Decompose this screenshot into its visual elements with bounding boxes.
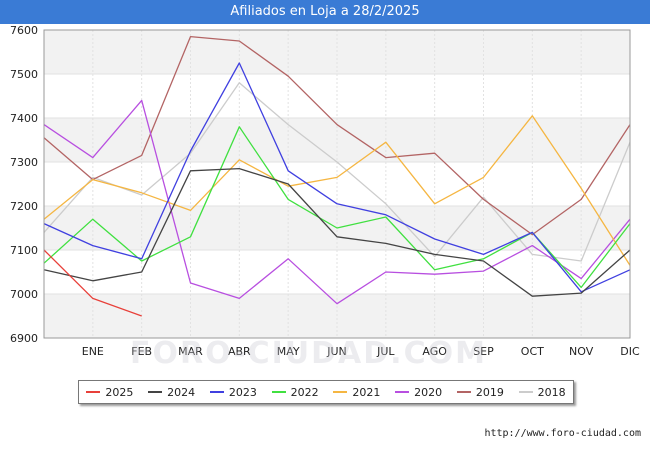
y-tick-label: 6900 [10, 332, 38, 345]
y-tick-label: 7200 [10, 200, 38, 213]
legend-swatch [395, 391, 410, 393]
x-tick-label: ENE [82, 345, 104, 358]
y-tick-label: 7400 [10, 112, 38, 125]
legend-swatch [518, 391, 533, 393]
source-url: http://www.foro-ciudad.com [484, 428, 641, 439]
x-tick-label: JUL [376, 345, 395, 358]
x-tick-label: DIC [620, 345, 640, 358]
y-tick-label: 7600 [10, 24, 38, 37]
x-tick-label: NOV [569, 345, 594, 358]
x-tick-label: MAR [178, 345, 203, 358]
x-axis-tick-labels: ENE FEB MAR ABR MAY JUN JUL AGO SEP OCT NOV DIC [82, 345, 640, 358]
legend-swatch [86, 391, 101, 393]
series-line-2024 [43, 167, 631, 297]
legend-swatch [456, 391, 471, 393]
legend-swatch [209, 391, 224, 393]
legend-item-2020: 2020 [395, 386, 442, 399]
chart-title: Afiliados en Loja a 28/2/2025 [0, 0, 650, 24]
series-line-2021 [43, 115, 631, 266]
legend-item-2019: 2019 [456, 385, 504, 399]
series-line-2023 [43, 62, 631, 293]
legend-label: 2018 [537, 385, 566, 399]
legend-item-2025: 2025 [86, 386, 133, 399]
legend-label: 2019 [475, 385, 504, 399]
x-tick-label: SEP [473, 345, 494, 358]
y-tick-label: 7100 [10, 244, 38, 257]
legend-label: 2022 [290, 385, 319, 399]
series-line-2020 [43, 99, 631, 305]
watermark: FORO-CIUDAD.COM [130, 336, 487, 371]
x-tick-label: OCT [521, 345, 544, 358]
y-tick-label: 7500 [10, 68, 38, 81]
plot-frame [43, 29, 631, 339]
legend-label: 2025 [105, 385, 134, 399]
x-tick-label: FEB [131, 345, 152, 358]
legend-label: 2021 [352, 385, 381, 399]
legend-label: 2024 [167, 385, 196, 399]
legend-label: 2023 [228, 385, 257, 399]
legend-item-2024: 2024 [148, 386, 195, 399]
x-tick-label: MAY [277, 345, 300, 358]
legend-swatch [148, 391, 163, 393]
series-line-2019 [43, 35, 631, 236]
legend-item-2022: 2022 [271, 385, 319, 399]
x-tick-label: AGO [422, 345, 447, 358]
series-line-2025 [43, 249, 142, 317]
legend-swatch [271, 391, 286, 393]
legend-item-2018: 2018 [518, 385, 566, 399]
series-line-2018 [43, 82, 631, 262]
legend: 2025 2024 2023 2022 2021 2020 2019 2018 [78, 380, 574, 404]
y-tick-label: 7300 [10, 156, 38, 169]
legend-item-2023: 2023 [209, 385, 257, 399]
legend-swatch [333, 391, 348, 393]
series-lines [43, 35, 631, 317]
x-tick-label: JUN [326, 345, 347, 358]
y-axis-tick-labels: 6900 7000 7100 7200 7300 7400 7500 7600 [10, 24, 38, 345]
x-tick-label: ABR [228, 345, 251, 358]
y-tick-label: 7000 [10, 288, 38, 301]
legend-item-2021: 2021 [333, 386, 380, 399]
legend-label: 2020 [414, 385, 443, 399]
